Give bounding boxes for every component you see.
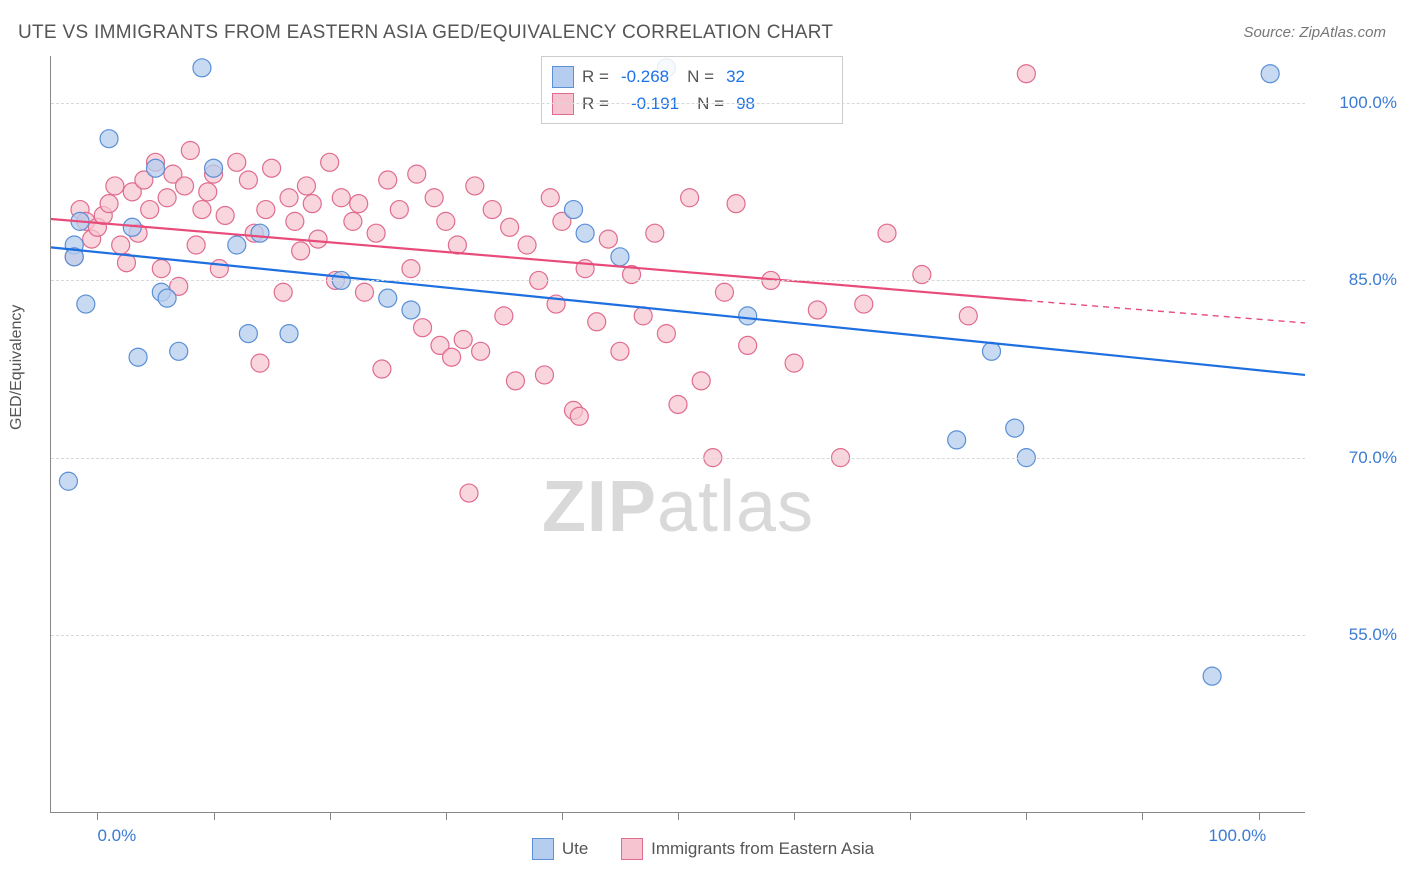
swatch-asia-icon	[621, 838, 643, 860]
x-tick	[1259, 812, 1260, 820]
x-tick	[794, 812, 795, 820]
legend-label-asia: Immigrants from Eastern Asia	[651, 839, 874, 859]
y-tick-label: 55.0%	[1317, 625, 1397, 645]
plot-area: ZIPatlas R = -0.268 N = 32 R = -0.191 N …	[50, 56, 1305, 813]
swatch-ute-icon	[552, 66, 574, 88]
series-legend: Ute Immigrants from Eastern Asia	[0, 838, 1406, 865]
r-label-ute: R =	[582, 63, 609, 90]
legend-row-ute: R = -0.268 N = 32	[552, 63, 832, 90]
n-value-ute: 32	[726, 63, 745, 90]
gridline	[51, 280, 1305, 281]
n-label-ute: N =	[687, 63, 714, 90]
x-tick	[330, 812, 331, 820]
swatch-ute-icon	[532, 838, 554, 860]
gridline	[51, 458, 1305, 459]
legend-item-asia: Immigrants from Eastern Asia	[621, 838, 874, 860]
x-tick	[562, 812, 563, 820]
x-tick	[910, 812, 911, 820]
legend-label-ute: Ute	[562, 839, 588, 859]
y-tick-label: 70.0%	[1317, 448, 1397, 468]
r-value-ute: -0.268	[621, 63, 669, 90]
y-tick-label: 85.0%	[1317, 270, 1397, 290]
y-tick-label: 100.0%	[1317, 93, 1397, 113]
x-tick	[678, 812, 679, 820]
x-tick	[1142, 812, 1143, 820]
correlation-legend: R = -0.268 N = 32 R = -0.191 N = 98	[541, 56, 843, 124]
y-axis-label: GED/Equivalency	[8, 305, 26, 430]
gridline	[51, 635, 1305, 636]
source-attribution: Source: ZipAtlas.com	[1243, 24, 1386, 41]
chart-title: UTE VS IMMIGRANTS FROM EASTERN ASIA GED/…	[18, 22, 833, 44]
x-tick	[446, 812, 447, 820]
plot-svg	[51, 56, 1305, 812]
gridline	[51, 103, 1305, 104]
x-tick	[97, 812, 98, 820]
legend-item-ute: Ute	[532, 838, 588, 860]
x-tick	[1026, 812, 1027, 820]
x-tick	[214, 812, 215, 820]
